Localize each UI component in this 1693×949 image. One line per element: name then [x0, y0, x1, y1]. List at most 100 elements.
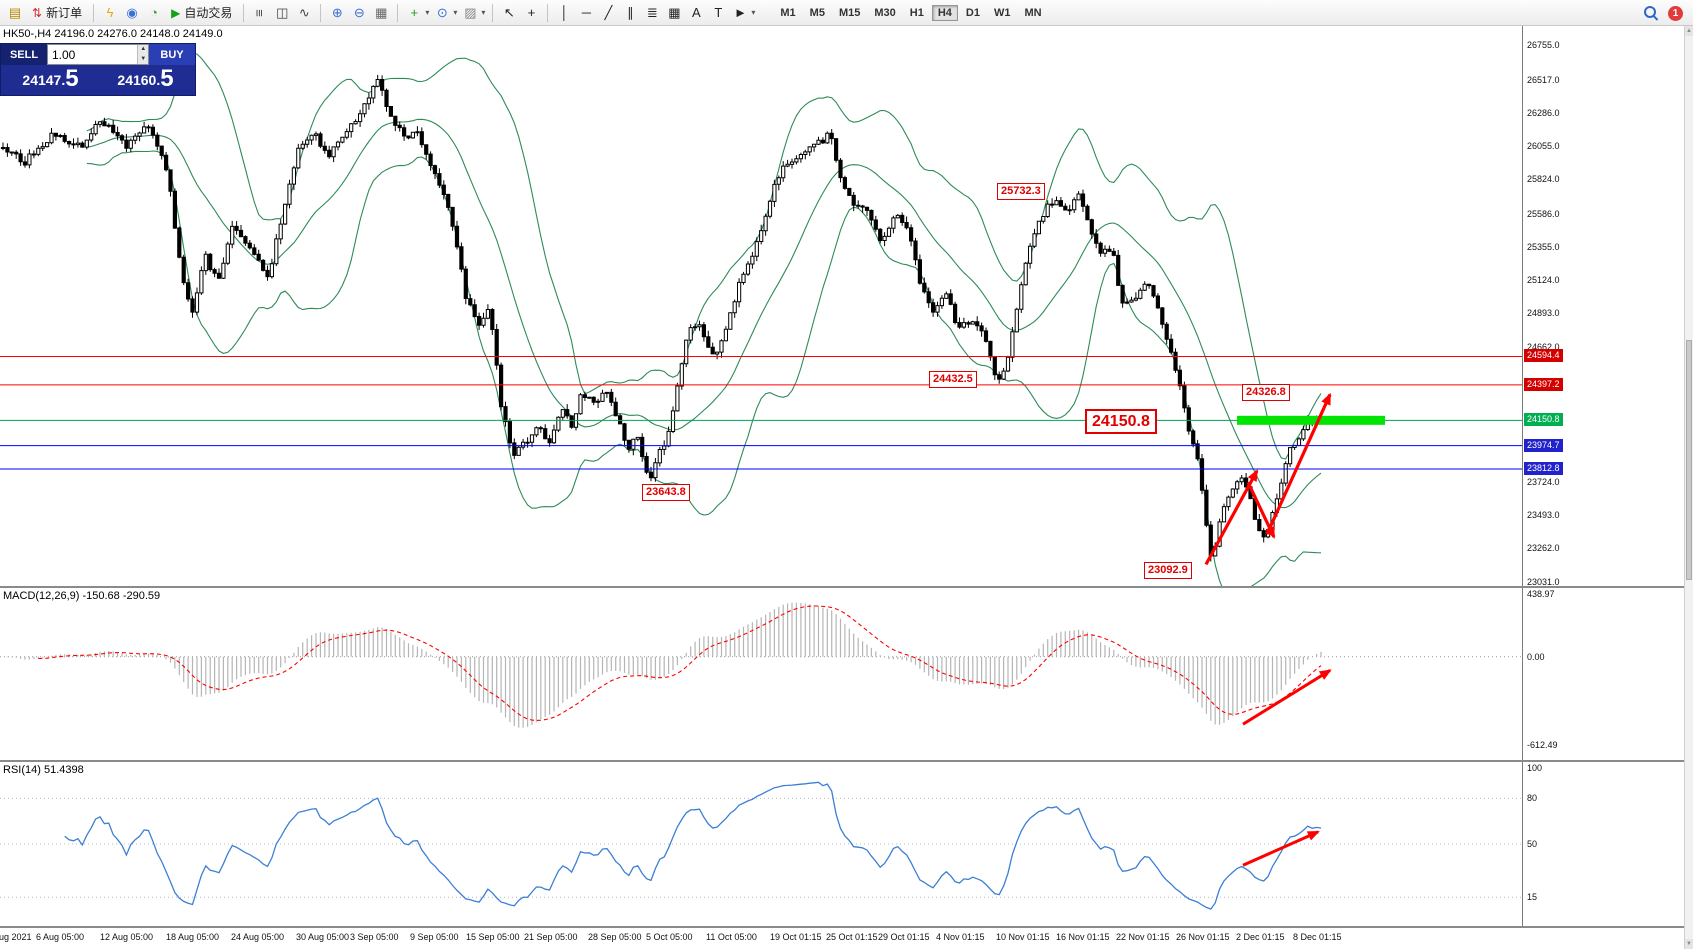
y-tick: 26755.0 [1527, 40, 1560, 51]
price-flag-24432.5[interactable]: 24432.5 [929, 370, 977, 388]
price-chart-panel[interactable]: 25732.3 24432.5 24326.8 24150.8 23643.8 23092… [0, 26, 1522, 586]
periods-icon-caret[interactable]: ▾ [453, 8, 458, 17]
timeframe-m1[interactable]: M1 [780, 6, 796, 19]
notification-badge[interactable]: 1 [1668, 5, 1683, 21]
y-tick: 23031.0 [1527, 576, 1560, 586]
bar-chart-type-icon[interactable]: ≡ [252, 8, 268, 17]
x-axis-label: 29 Oct 01:15 [878, 932, 930, 942]
buy-button[interactable]: BUY [149, 44, 195, 65]
crosshair-tool-icon[interactable]: + [527, 5, 536, 20]
price-flag-23092.9[interactable]: 23092.9 [1144, 562, 1192, 580]
y-tick: 25124.0 [1527, 275, 1560, 286]
price-flag-23643.8[interactable]: 23643.8 [642, 484, 690, 502]
price-tag-24594.4: 24594.4 [1524, 349, 1563, 363]
macd-tick: -612.49 [1527, 739, 1558, 750]
timeframe-m5[interactable]: M5 [809, 6, 825, 19]
volume-down-button[interactable]: ▼ [137, 54, 148, 64]
timeframe-toolbar: M1 M5 M15 M30 H1 H4 D1 W1 MN [773, 4, 1048, 21]
sell-price[interactable]: 24147. 5 [3, 66, 98, 92]
new-order-button[interactable]: ⇅ 新订单 [26, 3, 88, 23]
rsi-chart[interactable] [0, 762, 1522, 926]
toolbar-separator [397, 3, 399, 22]
rsi-scale[interactable]: 100 80 50 15 [1522, 762, 1684, 926]
market-history-icon[interactable]: ◔ [150, 5, 158, 20]
timeframe-h1[interactable]: H1 [909, 6, 924, 19]
x-axis-label: 25 Oct 01:15 [826, 932, 878, 942]
label-tool-icon[interactable]: T [714, 5, 723, 20]
vertical-scrollbar[interactable]: ▲ ▼ [1684, 26, 1693, 949]
panel-divider[interactable] [0, 586, 1684, 588]
buy-price[interactable]: 24160. 5 [98, 66, 193, 92]
panel-divider[interactable] [0, 926, 1684, 928]
timeframe-w1[interactable]: W1 [993, 6, 1011, 19]
indicators-icon[interactable]: + [410, 5, 419, 20]
price-flag-25732.3[interactable]: 25732.3 [997, 182, 1045, 200]
macd-panel[interactable]: MACD(12,26,9) -150.68 -290.59 [0, 588, 1522, 760]
timeframe-d1[interactable]: D1 [965, 6, 980, 19]
scroll-up-button[interactable]: ▲ [1685, 26, 1693, 36]
y-tick: 26517.0 [1527, 74, 1560, 85]
tile-windows-icon[interactable]: ▦ [375, 4, 388, 20]
grid-tool-icon[interactable]: ▦ [668, 4, 681, 20]
volume-up-button[interactable]: ▲ [137, 45, 148, 55]
templates-icon[interactable]: ▨ [464, 4, 477, 20]
macd-scale[interactable]: 438.97 0.00 -612.49 [1522, 588, 1684, 760]
order-arrows-icon: ⇅ [32, 5, 43, 20]
new-chart-icon[interactable]: ▤ [8, 4, 22, 20]
fibonacci-tool-icon[interactable]: ≣ [646, 4, 658, 20]
templates-icon-caret[interactable]: ▾ [481, 8, 486, 17]
chart-annotations: 25732.3 24432.5 24326.8 24150.8 23643.8 23092… [0, 26, 1522, 586]
price-scale[interactable]: 24594.4 24397.2 24150.8 23974.7 23812.8 26755… [1522, 26, 1684, 586]
y-tick: 25586.0 [1527, 208, 1560, 219]
scrollbar-thumb[interactable] [1686, 339, 1692, 580]
time-axis[interactable]: 4 Aug 2021 6 Aug 05:00 12 Aug 05:00 18 Aug … [0, 928, 1522, 949]
candlestick-type-icon[interactable]: ◫ [276, 4, 289, 20]
sell-button[interactable]: SELL [1, 44, 47, 65]
horizontal-line-tool-icon[interactable]: ─ [581, 5, 591, 20]
timeframe-m15[interactable]: M15 [838, 6, 861, 19]
price-flag-24326.8[interactable]: 24326.8 [1242, 383, 1290, 401]
price-flag-24150.8[interactable]: 24150.8 [1085, 409, 1157, 435]
volume-input[interactable] [48, 45, 138, 64]
zoom-out-icon[interactable]: ⊖ [353, 4, 365, 20]
x-axis-label: 19 Oct 01:15 [770, 932, 822, 942]
toolbar-right: 1 [1643, 0, 1683, 26]
indicators-icon-caret[interactable]: ▾ [425, 8, 430, 17]
x-axis-label: 4 Nov 01:15 [936, 932, 985, 942]
volume-field: ▲ ▼ [47, 44, 149, 65]
community-icon[interactable]: ◉ [126, 4, 138, 20]
macd-tick: 438.97 [1527, 588, 1555, 599]
price-tag-24150.8: 24150.8 [1524, 413, 1563, 427]
new-order-button-label: 新订单 [46, 6, 83, 20]
timeframe-m30[interactable]: M30 [874, 6, 896, 19]
candlestick-chart[interactable] [0, 26, 1522, 586]
panel-divider[interactable] [0, 760, 1684, 762]
channel-tool-icon[interactable]: ∥ [627, 4, 634, 20]
macd-chart[interactable] [0, 588, 1522, 760]
buy-price-main: 24160. [117, 72, 161, 88]
line-chart-type-icon[interactable]: ∿ [298, 4, 310, 20]
zoom-in-icon[interactable]: ⊕ [331, 4, 343, 20]
rsi-panel[interactable]: RSI(14) 51.4398 [0, 762, 1522, 926]
timeframe-h4[interactable]: H4 [931, 4, 958, 21]
x-axis-label: 18 Aug 05:00 [166, 932, 220, 942]
sell-price-main: 24147. [22, 72, 66, 88]
x-axis-label: 4 Aug 2021 [0, 932, 32, 942]
arrows-tool-icon-caret[interactable]: ▾ [751, 8, 756, 17]
vertical-line-tool-icon[interactable]: │ [560, 5, 569, 20]
quick-alert-icon[interactable]: ϟ [106, 5, 114, 20]
y-tick: 26286.0 [1527, 107, 1560, 118]
price-tag-23974.7: 23974.7 [1524, 438, 1563, 452]
trendline-tool-icon[interactable]: ╱ [604, 4, 613, 20]
search-icon[interactable] [1643, 5, 1659, 21]
timeframe-mn[interactable]: MN [1024, 6, 1042, 19]
x-axis-label: 26 Nov 01:15 [1176, 932, 1230, 942]
scroll-down-button[interactable]: ▼ [1685, 939, 1693, 949]
autotrading-button[interactable]: ▶ 自动交易 [165, 3, 238, 23]
periods-icon[interactable]: ⊙ [436, 4, 448, 20]
text-tool-icon[interactable]: A [692, 5, 701, 20]
y-tick: 24662.0 [1527, 341, 1560, 352]
cursor-tool-icon[interactable]: ↖ [503, 4, 515, 20]
arrows-tool-icon[interactable]: ► [733, 5, 747, 20]
